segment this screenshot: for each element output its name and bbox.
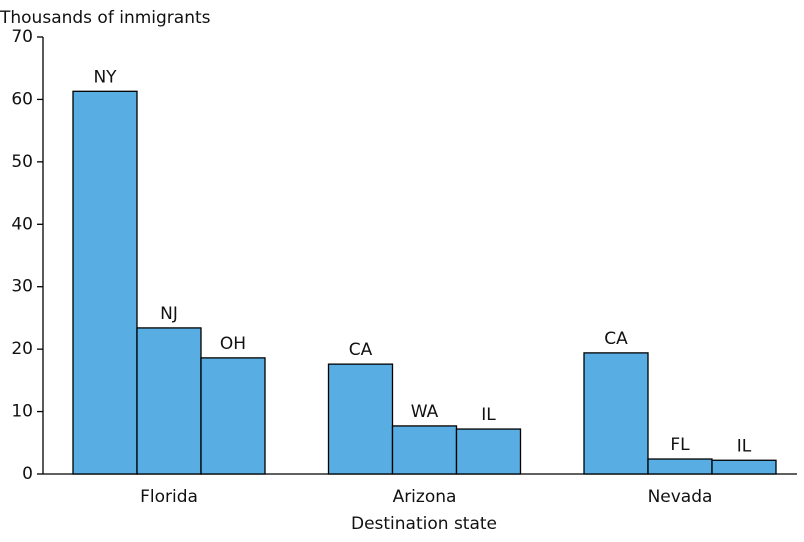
y-tick-label: 0 [22,464,33,484]
bar-label: IL [737,436,752,456]
bar-label: FL [670,435,690,455]
x-tick-label: Nevada [648,487,713,507]
bar-label: CA [349,340,373,360]
bar [391,425,458,475]
bar-label: CA [604,329,628,349]
y-tick-label: 30 [11,277,33,297]
bar-label: NJ [160,304,178,324]
bar [72,90,138,475]
y-tick-label: 60 [11,89,33,109]
x-axis-title: Destination state [351,514,497,534]
y-tick-label: 20 [11,339,33,359]
x-tick-label: Arizona [393,487,457,507]
bar [647,458,713,475]
y-axis-title: Thousands of inmigrants [0,8,211,28]
bar [200,357,266,475]
bar [711,459,777,475]
bar-label: IL [481,405,496,425]
bar-label: NY [93,67,117,87]
bar [455,428,522,475]
bar [583,352,649,475]
y-tick-label: 70 [11,27,33,47]
x-tick-label: Florida [140,487,198,507]
bar-label: WA [411,402,439,422]
bar [136,327,202,475]
bar [327,363,394,475]
bar-label: OH [220,334,246,354]
y-tick-label: 50 [11,152,33,172]
y-tick-label: 40 [11,214,33,234]
y-tick-label: 10 [11,402,33,422]
